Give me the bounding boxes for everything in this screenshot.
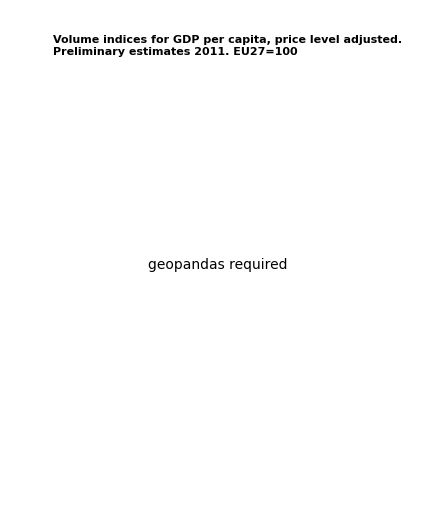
Text: geopandas required: geopandas required <box>148 258 288 272</box>
Text: Volume indices for GDP per capita, price level adjusted.
Preliminary estimates 2: Volume indices for GDP per capita, price… <box>53 35 402 57</box>
